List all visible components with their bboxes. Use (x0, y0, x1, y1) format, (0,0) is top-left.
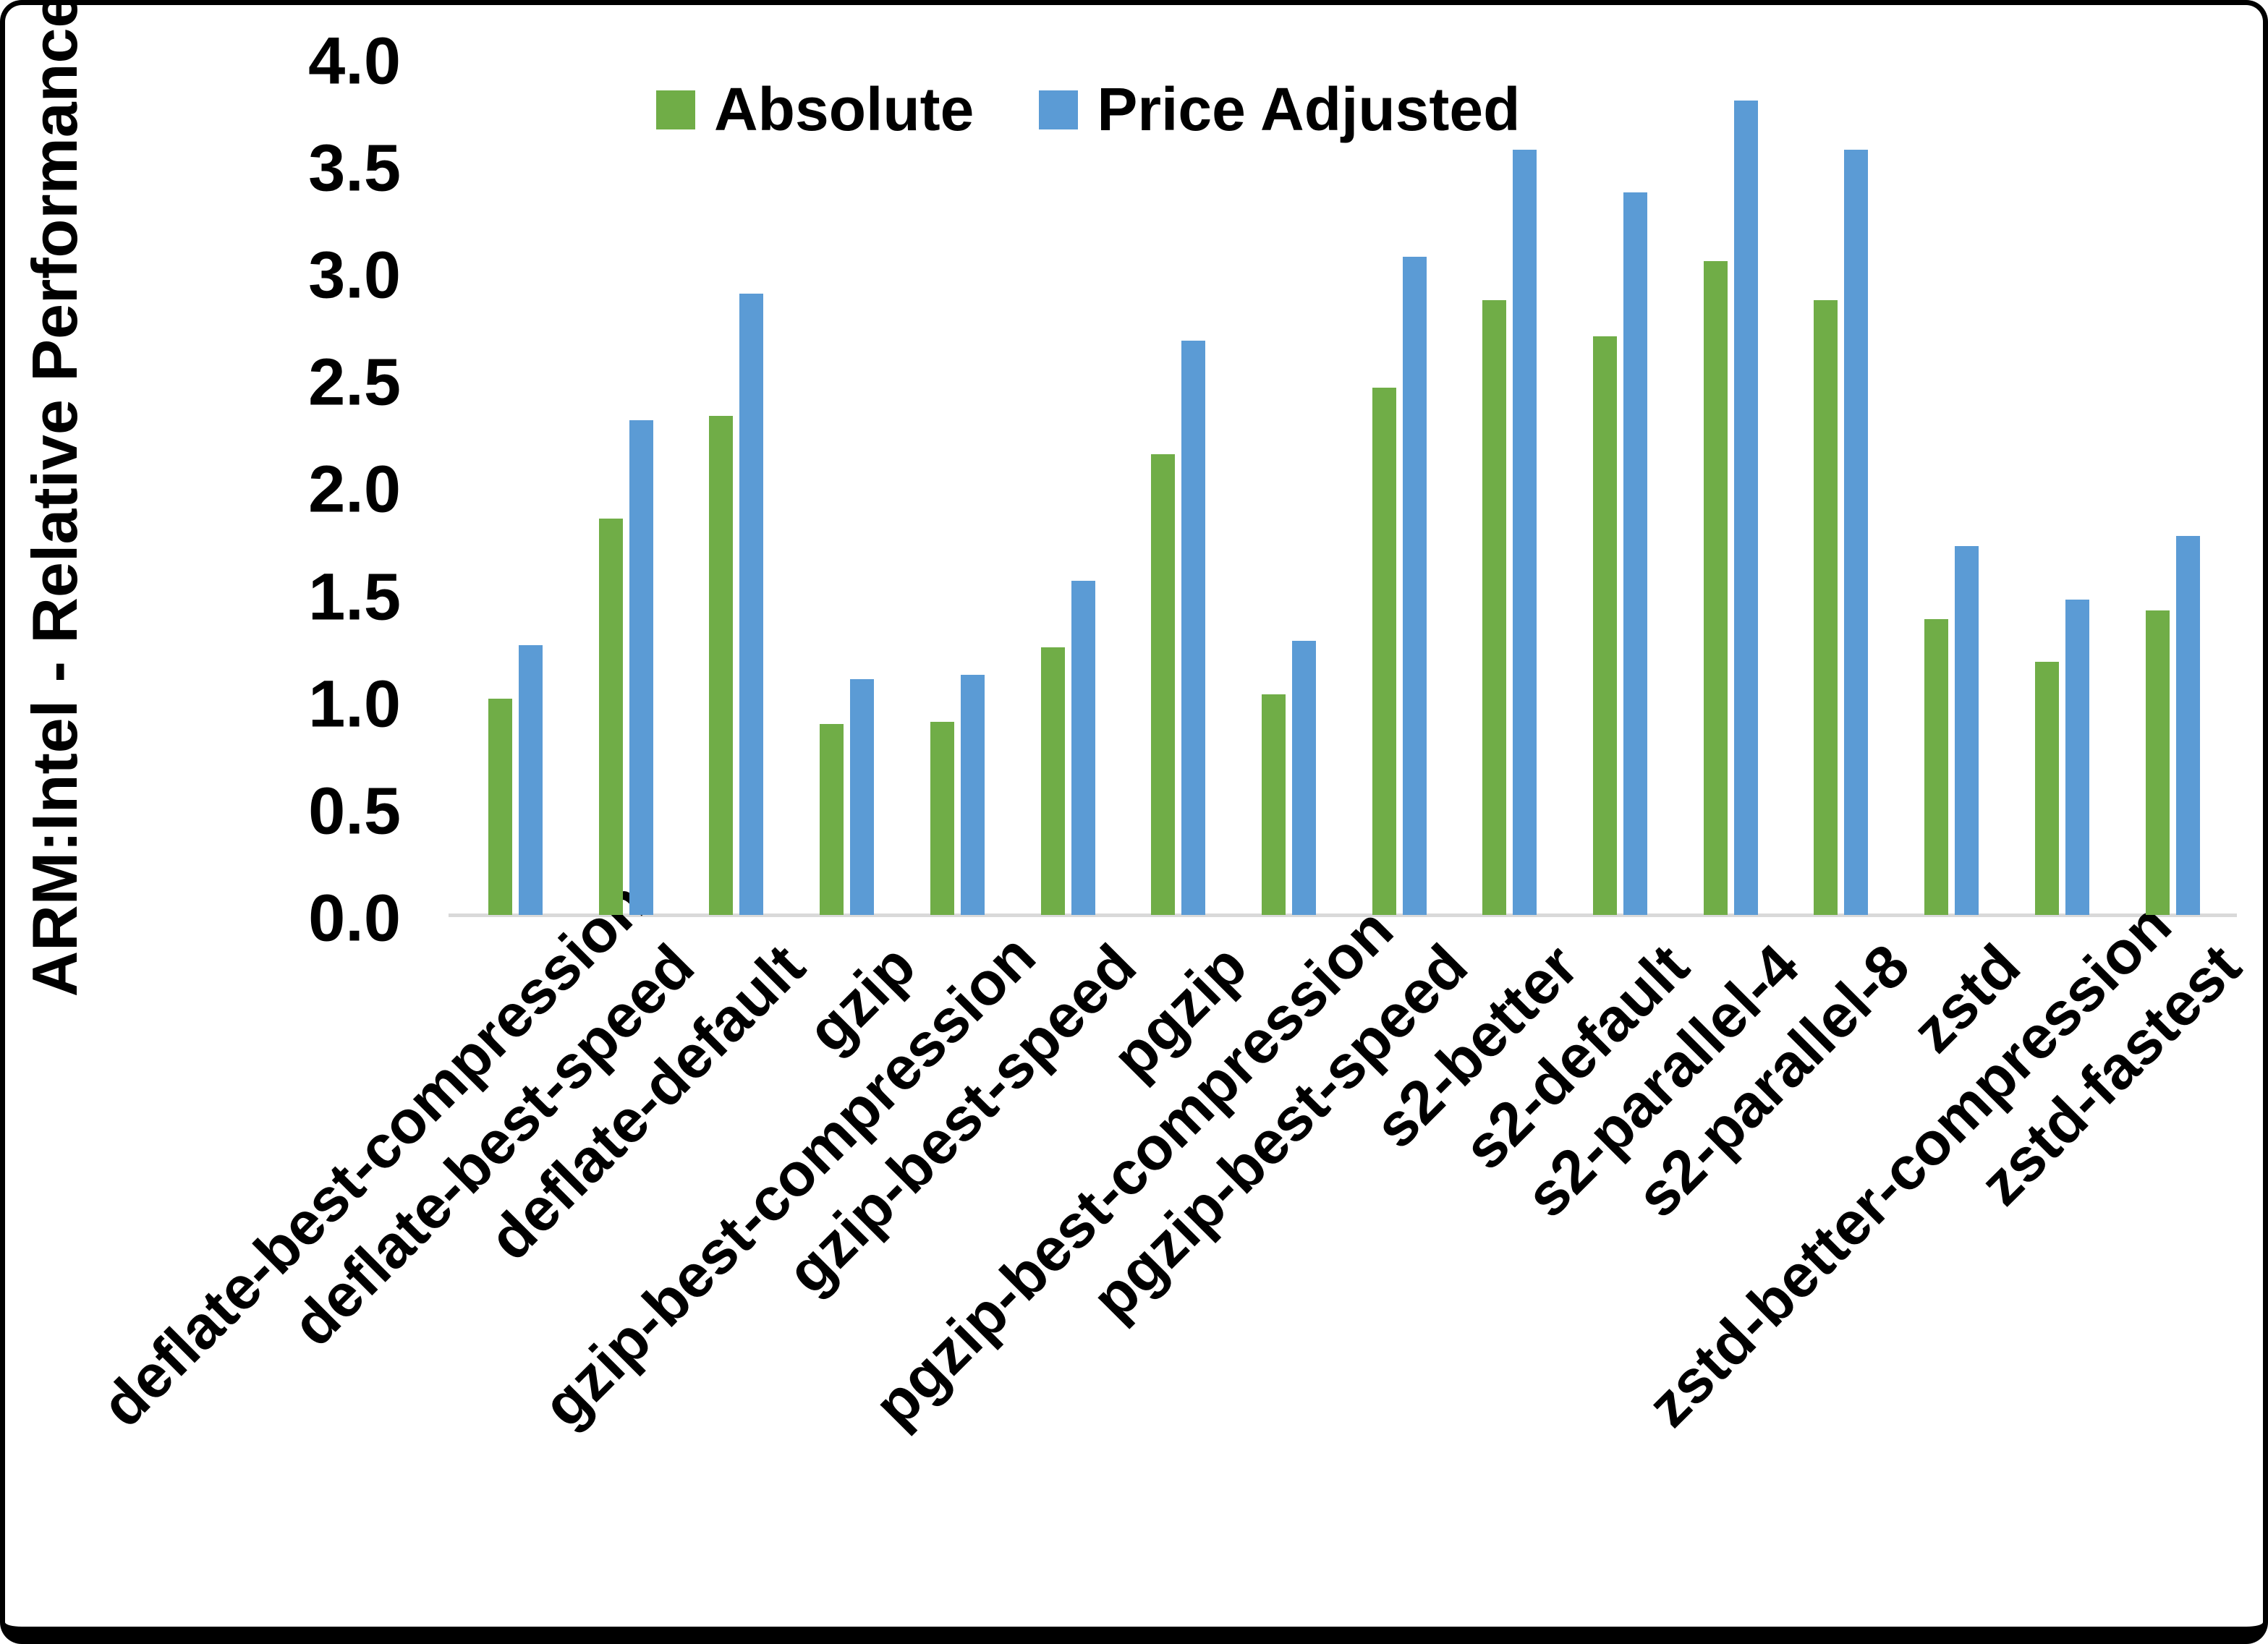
bar-absolute-s2-parallel-4 (1703, 261, 1728, 915)
bar-absolute-deflate-best-compression (488, 698, 512, 915)
bar-absolute-gzip (820, 724, 844, 915)
bar-price-adjusted-zstd-better-compression (2065, 600, 2089, 915)
y-tick-label-1.5: 1.5 (308, 559, 401, 634)
bar-price-adjusted-deflate-best-compression (519, 644, 543, 915)
bar-price-adjusted-s2-parallel-8 (1844, 150, 1869, 915)
y-tick-label-0.5: 0.5 (308, 774, 401, 848)
bar-absolute-pgzip (1151, 453, 1176, 915)
y-axis-title: ARM:Intel - Relative Performance (19, 0, 90, 997)
bar-price-adjusted-gzip-best-compression (960, 675, 985, 915)
legend-item-absolute: Absolute (656, 74, 974, 145)
y-tick-label-4.0: 4.0 (308, 24, 401, 98)
bar-price-adjusted-gzip (850, 679, 875, 915)
bar-absolute-pgzip-best-speed (1372, 388, 1396, 915)
legend-label-price-adjusted: Price Adjusted (1097, 75, 1521, 143)
legend-label-absolute: Absolute (714, 75, 974, 143)
y-tick-label-1.0: 1.0 (308, 667, 401, 741)
bar-price-adjusted-gzip-best-speed (1071, 580, 1095, 915)
legend-swatch-absolute-icon (656, 90, 695, 129)
y-tick-label-3.0: 3.0 (308, 238, 401, 312)
bar-absolute-zstd-fastest (2145, 610, 2170, 915)
bar-price-adjusted-deflate-default (739, 293, 764, 915)
bar-price-adjusted-deflate-best-speed (629, 419, 653, 915)
bar-absolute-zstd-better-compression (2034, 662, 2059, 915)
bar-absolute-s2-parallel-8 (1814, 299, 1838, 915)
bar-absolute-gzip-best-speed (1040, 647, 1065, 915)
y-tick-label-3.5: 3.5 (308, 131, 401, 205)
bar-price-adjusted-zstd (1955, 546, 1979, 915)
legend: Absolute Price Adjusted (656, 74, 1520, 145)
legend-item-price-adjusted: Price Adjusted (1039, 74, 1520, 145)
bar-absolute-deflate-default (709, 415, 734, 915)
bar-absolute-zstd (1924, 619, 1949, 915)
legend-swatch-price-adjusted-icon (1039, 90, 1079, 129)
bar-absolute-s2-better (1482, 299, 1507, 915)
bar-price-adjusted-zstd-fastest (2175, 535, 2200, 915)
bar-price-adjusted-s2-better (1513, 150, 1537, 915)
y-tick-label-2.5: 2.5 (308, 345, 401, 419)
bar-price-adjusted-pgzip (1181, 340, 1206, 915)
bar-price-adjusted-pgzip-best-speed (1402, 257, 1427, 915)
bar-absolute-s2-default (1593, 336, 1617, 915)
bar-price-adjusted-s2-default (1623, 192, 1647, 915)
bar-price-adjusted-pgzip-best-compression (1291, 640, 1316, 915)
bar-absolute-gzip-best-compression (930, 722, 954, 915)
bar-absolute-deflate-best-speed (598, 518, 623, 915)
bar-absolute-pgzip-best-compression (1261, 694, 1286, 915)
bar-price-adjusted-s2-parallel-4 (1733, 101, 1758, 915)
x-axis-line (449, 913, 2237, 917)
y-tick-label-2.0: 2.0 (308, 452, 401, 527)
y-tick-label-0.0: 0.0 (308, 881, 401, 955)
